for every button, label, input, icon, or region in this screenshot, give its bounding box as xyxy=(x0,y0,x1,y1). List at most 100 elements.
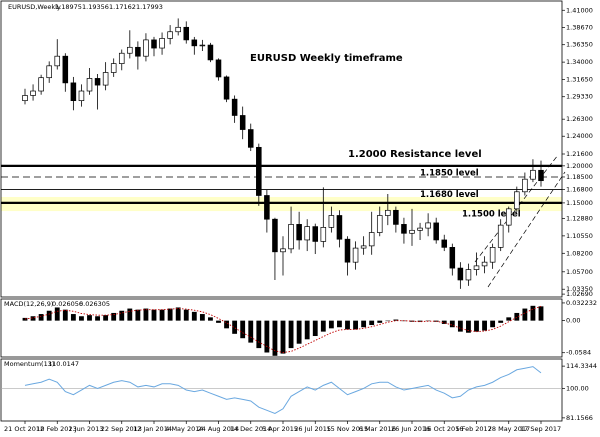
macd-bar xyxy=(70,314,76,321)
macd-bar xyxy=(498,320,504,323)
candle-body xyxy=(38,77,44,92)
channel-line xyxy=(487,171,566,288)
macd-bar xyxy=(538,306,544,321)
candle-body xyxy=(449,247,456,269)
candle-body xyxy=(481,261,488,267)
candle-body xyxy=(223,76,230,100)
candle-body xyxy=(207,44,214,61)
level-label: 1.1500 level xyxy=(462,209,521,219)
candle-body xyxy=(110,63,117,73)
macd-bar xyxy=(183,309,189,321)
macd-bar xyxy=(345,320,350,330)
macd-bar xyxy=(449,320,455,328)
macd-bar xyxy=(474,320,479,332)
macd-bar xyxy=(514,312,520,321)
level-label: 1.1680 level xyxy=(420,190,479,200)
x-tick-label: 4 May 2014 xyxy=(165,425,203,433)
y-tick-label: 1.29330 xyxy=(566,93,593,101)
candle-body xyxy=(465,269,472,281)
macd-bar xyxy=(441,320,447,324)
macd-bar xyxy=(296,320,302,344)
quote-high: 1.19356 xyxy=(82,3,109,11)
y-tick-label: 1.16800 xyxy=(566,186,593,194)
macd-bar xyxy=(54,307,60,321)
highlight-band xyxy=(1,196,562,212)
candle-body xyxy=(393,209,399,225)
candle-body xyxy=(30,90,36,96)
candle-body xyxy=(433,222,439,241)
y-tick-label: 1.03350 xyxy=(566,285,593,293)
y-tick-label: 1.05700 xyxy=(566,268,593,276)
macd-name: MACD(12,26,9) xyxy=(4,300,53,308)
macd-bar xyxy=(167,308,173,321)
momentum-current: 110.0147 xyxy=(48,360,79,368)
macd-bar xyxy=(353,320,358,330)
macd-bar xyxy=(457,320,463,332)
y-tick-label: 1.34000 xyxy=(566,58,593,66)
chart-title: EURUSD Weekly timeframe xyxy=(250,53,403,64)
macd-bar xyxy=(369,320,375,326)
y-tick-label: -0.0584 xyxy=(566,349,591,357)
candle-body xyxy=(336,215,343,240)
x-tick-label: 14 Dec 2014 xyxy=(230,425,272,433)
candle-body xyxy=(272,218,278,253)
x-tick-label: 17 Sep 2017 xyxy=(520,425,561,433)
level-label: 1.1850 level xyxy=(420,168,479,178)
y-tick-label: 1.10550 xyxy=(566,232,593,240)
macd-bar xyxy=(224,320,229,329)
candle-body xyxy=(191,39,198,47)
candle-body xyxy=(538,169,544,182)
quote-open: 1.18975 xyxy=(55,3,82,11)
candle-body xyxy=(86,78,93,92)
candle-body xyxy=(457,267,464,281)
candle-body xyxy=(54,55,61,67)
macd-bar xyxy=(62,309,68,321)
x-tick-label: 26 Jun 2016 xyxy=(391,425,430,433)
x-tick-label: 15 Nov 2015 xyxy=(327,425,369,433)
candle-body xyxy=(530,169,536,180)
candle-body xyxy=(167,31,173,39)
macd-bar xyxy=(95,316,100,321)
y-tick-label: 1.36350 xyxy=(566,41,593,49)
y-tick-label: 1.18500 xyxy=(566,173,593,181)
candle-body xyxy=(143,39,149,57)
macd-bar xyxy=(337,320,342,328)
candle-body xyxy=(304,226,310,241)
y-tick-label: 1.21600 xyxy=(566,150,593,158)
macd-bar xyxy=(199,314,205,321)
x-tick-label: 16 Oct 2016 xyxy=(423,425,463,433)
candle-body xyxy=(360,245,367,249)
macd-bar xyxy=(46,310,52,321)
candle-body xyxy=(352,247,359,263)
macd-bar xyxy=(256,320,262,349)
macd-bar xyxy=(30,316,36,321)
y-tick-label: 1.24000 xyxy=(566,132,593,140)
macd-bar xyxy=(119,310,125,321)
candle-body xyxy=(344,238,351,263)
x-tick-label: 2 Jun 2013 xyxy=(69,425,104,433)
candle-body xyxy=(135,46,141,57)
candle-body xyxy=(522,178,528,193)
symbol: EURUSD,Weekly xyxy=(8,3,61,11)
macd-bar xyxy=(143,308,149,321)
x-tick-label: 10 Feb 2013 xyxy=(36,425,76,433)
candle-body xyxy=(296,224,302,241)
x-tick-label: 22 Sep 2013 xyxy=(101,425,142,433)
x-tick-label: 26 Jul 2015 xyxy=(294,425,331,433)
macd-bar xyxy=(490,320,496,328)
candle-body xyxy=(288,224,294,250)
macd-bar xyxy=(22,317,28,321)
macd-bar xyxy=(159,309,165,321)
candle-body xyxy=(94,78,101,86)
macd-bar xyxy=(385,320,391,322)
y-tick-label: 100.00 xyxy=(566,384,589,392)
price-panel xyxy=(0,0,563,298)
y-tick-label: 1.02690 xyxy=(566,290,593,298)
candle-body xyxy=(328,215,335,228)
x-tick-label: 5 Feb 2017 xyxy=(456,425,492,433)
x-tick-label: 21 Oct 2012 xyxy=(4,425,44,433)
level-label: 1.2000 Resistance level xyxy=(348,149,482,160)
momentum-panel xyxy=(0,358,563,422)
candle-body xyxy=(22,95,28,102)
